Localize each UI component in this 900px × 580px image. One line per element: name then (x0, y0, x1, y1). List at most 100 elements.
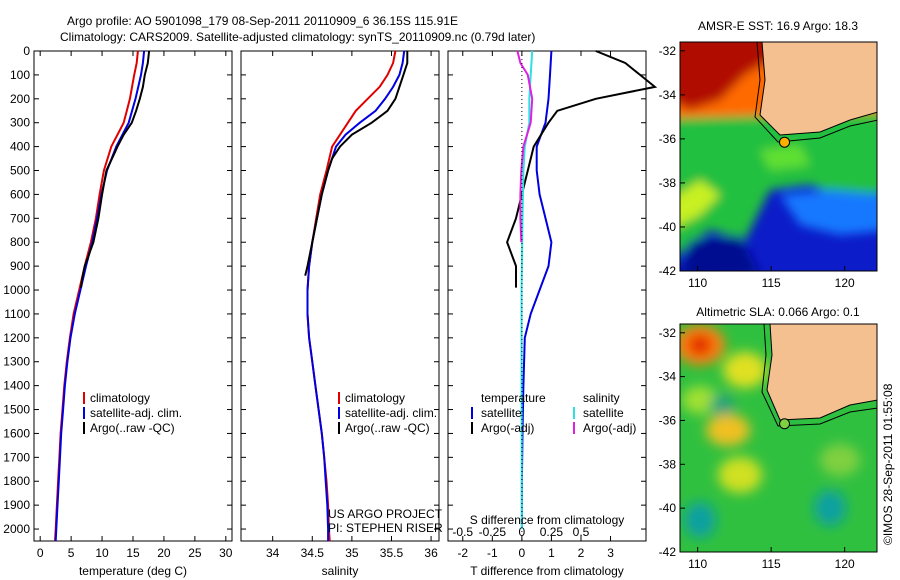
series-line-climatology (306, 50, 397, 542)
sst-map-field (680, 42, 877, 271)
y-tick-label: 100 (10, 68, 30, 82)
y-tick-label: 1800 (3, 474, 30, 488)
series-line-salinity-argo-adj- (516, 50, 534, 243)
y-tick-label: 500 (10, 164, 30, 178)
pi-annotation: PI: STEPHEN RISER (328, 521, 443, 535)
profile-lines (54, 50, 658, 542)
x-tick-label: 15 (126, 546, 140, 560)
sla-yellow-blob-2 (718, 457, 762, 493)
y-tick-label: 400 (10, 140, 30, 154)
top-x-tick-label: -0.5 (452, 525, 473, 539)
sla-teal-blob-4 (710, 395, 734, 415)
sla-land-australia (766, 324, 877, 421)
sla-map-frame (679, 323, 878, 553)
sst-green-band (680, 112, 877, 253)
sla-shelf-contour (761, 324, 877, 427)
salinity-panel-frame (240, 50, 440, 542)
x-tick-label: 35.5 (380, 546, 404, 560)
x-tick-label: -1 (487, 546, 498, 560)
legend-climatology-label: climatology (345, 391, 405, 405)
series-line-temperature-argo-adj- (506, 50, 658, 288)
salinity-legend: climatology satellite-adj. clim. Argo(..… (338, 391, 437, 435)
x-tick-label: 10 (95, 546, 109, 560)
sla-map-title: Altimetric SLA: 0.066 Argo: 0.1 (696, 305, 860, 319)
map-y-tick-label: -32 (659, 44, 677, 58)
top-x-tick-label: -0.25 (479, 525, 507, 539)
sst-shelf-contour (754, 42, 877, 143)
map-x-tick-label: 115 (762, 276, 781, 290)
difference-legend: temperature satellite Argo(-adj) salinit… (471, 391, 636, 435)
sla-blobs (680, 325, 860, 538)
sst-hot-core (680, 42, 776, 110)
map-y-tick-label: -42 (659, 545, 677, 559)
y-tick-label: 700 (10, 211, 30, 225)
temperature-panel-frame (33, 50, 233, 542)
temperature-legend: climatology satellite-adj. clim. Argo(..… (83, 391, 182, 435)
x-tick-label: 20 (157, 546, 171, 560)
sst-land-australia (759, 42, 877, 136)
map-x-tick-label: 115 (762, 557, 781, 571)
sst-blue-patch (780, 190, 877, 235)
x-tick-label: 1 (548, 546, 555, 560)
y-tick-label: 800 (10, 235, 30, 249)
map-y-tick-label: -38 (659, 457, 677, 471)
imos-stamp: ©IMOS 28-Sep-2011 01:55:08 (881, 383, 895, 545)
axis-ticks: 0 5 10 15 20 25 300100200300400500600700800900… (3, 44, 646, 560)
x-tick-label: 3 (607, 546, 614, 560)
x-tick-label: 36 (424, 546, 438, 560)
sla-teal-blob-2 (814, 490, 846, 526)
y-tick-label: 1300 (3, 355, 30, 369)
title-line1: Argo profile: AO 5901098_179 08-Sep-2011… (67, 14, 458, 28)
x-tick-label: -2 (457, 546, 468, 560)
series-line-argo-raw-qc- (80, 50, 151, 288)
map-y-tick-label: -36 (659, 413, 677, 427)
y-tick-label: 1600 (3, 426, 30, 440)
map-x-tick-label: 120 (835, 276, 855, 290)
map-x-tick-label: 110 (688, 557, 707, 571)
x-tick-label: 34.5 (301, 546, 325, 560)
legend-satellite-label: satellite-adj. clim. (90, 406, 182, 420)
legend-argo-label: Argo(..raw -QC) (345, 421, 430, 435)
x-tick-label: 0 (519, 546, 526, 560)
sst-float-position-marker (779, 136, 791, 148)
x-tick-label: 5 (68, 546, 75, 560)
top-x-tick-label: 0.25 (540, 525, 564, 539)
y-tick-label: 1000 (3, 283, 30, 297)
difference-panel-frame (447, 50, 647, 542)
map-y-tick-label: -40 (659, 501, 677, 515)
map-y-tick-label: -34 (659, 370, 677, 384)
x-tick-label: 35 (345, 546, 359, 560)
x-tick-label: 34 (266, 546, 280, 560)
series-line-satellite-adj-clim- (54, 50, 146, 542)
map-y-tick-label: -32 (659, 326, 677, 340)
y-tick-label: 1200 (3, 331, 30, 345)
series-line-satellite-adj-clim- (306, 50, 406, 541)
legend-argo-label: Argo(..raw -QC) (90, 421, 175, 435)
sst-map-title: AMSR-E SST: 16.9 Argo: 18.3 (698, 19, 858, 33)
series-line-argo-raw-qc- (304, 51, 409, 276)
x-tick-label: 0 (37, 546, 44, 560)
sla-red-core (688, 335, 712, 355)
y-tick-label: 200 (10, 92, 30, 106)
sla-yellow-green-blob (682, 386, 718, 414)
difference-xlabel: T difference from climatology (470, 564, 624, 578)
legend-sal-argo-label: Argo(-adj) (583, 421, 636, 435)
y-tick-label: 1100 (4, 307, 30, 321)
y-tick-label: 300 (10, 116, 30, 130)
map-y-tick-label: -42 (659, 264, 677, 278)
y-tick-label: 1900 (3, 498, 30, 512)
map-y-tick-label: -40 (659, 220, 677, 234)
legend-temp-satellite-label: satellite (481, 406, 522, 420)
sla-map-field (680, 324, 877, 552)
sla-teal-blob (684, 502, 716, 538)
y-tick-label: 1700 (3, 450, 30, 464)
sla-gold-blob (706, 414, 750, 446)
difference-top-axis-label: S difference from climatology (470, 513, 625, 527)
y-tick-label: 900 (10, 259, 30, 273)
y-tick-label: 1500 (3, 403, 30, 417)
sst-deep-blue (682, 235, 758, 271)
project-annotation: US ARGO PROJECT (328, 507, 443, 521)
legend-temperature-heading: temperature (481, 391, 546, 405)
y-tick-label: 0 (23, 44, 30, 58)
